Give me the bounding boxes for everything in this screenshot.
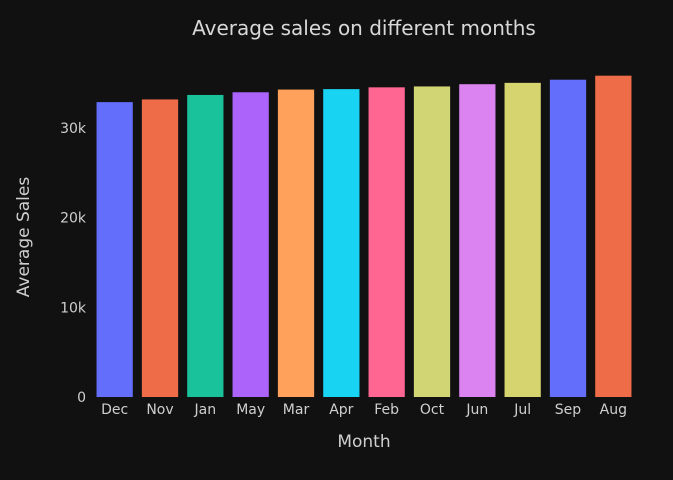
x-tick-label-aug: Aug [600,402,627,418]
bar-mar[interactable] [277,89,315,397]
x-tick-label-jan: Jan [194,402,217,418]
bar-aug[interactable] [595,75,632,398]
bar-may[interactable] [232,92,269,398]
y-axis: 0 10k 20k 30k [60,121,87,406]
x-tick-label-apr: Apr [329,402,353,418]
x-tick-label-may: May [236,402,265,418]
bar-apr[interactable] [323,89,360,397]
x-tick-label-mar: Mar [283,402,310,418]
y-tick-label-3: 30k [60,121,87,137]
x-tick-label-feb: Feb [374,402,399,418]
x-tick-label-jun: Jun [465,402,488,418]
x-tick-label-jul: Jul [513,402,531,418]
x-axis: Dec Nov Jan May Mar Apr Feb Oct Jun Jul Sep Aug [101,402,627,418]
y-tick-label-2: 20k [60,211,87,227]
bar-jun[interactable] [459,84,496,397]
x-tick-label-nov: Nov [146,402,173,418]
chart-title: Average sales on different months [192,16,536,40]
x-tick-label-oct: Oct [420,402,445,418]
bar-oct[interactable] [413,86,451,397]
x-axis-title: Month [337,432,390,452]
y-tick-label-0: 0 [77,390,86,406]
bar-feb[interactable] [368,87,405,397]
bar-dec[interactable] [96,102,133,398]
bar-jan[interactable] [187,94,224,397]
y-tick-label-1: 10k [60,300,87,316]
bar-jul[interactable] [504,82,541,398]
y-axis-title: Average Sales [14,177,34,298]
bars-layer [96,75,632,398]
x-tick-label-sep: Sep [555,402,582,418]
x-tick-label-dec: Dec [101,402,128,418]
bar-nov[interactable] [141,99,179,397]
bar-sep[interactable] [549,79,587,397]
